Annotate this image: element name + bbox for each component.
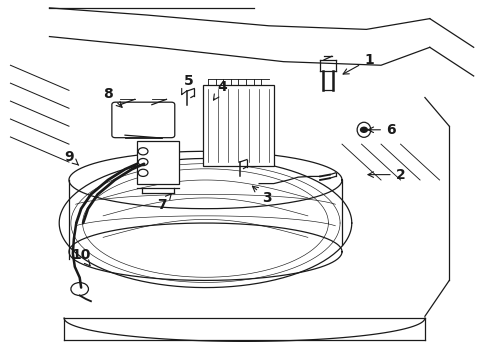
Text: 8: 8 <box>103 87 122 107</box>
Text: 5: 5 <box>182 75 193 95</box>
Text: 4: 4 <box>213 80 227 100</box>
Text: 6: 6 <box>367 123 395 137</box>
Text: 10: 10 <box>71 248 91 266</box>
Text: 9: 9 <box>64 150 79 165</box>
Circle shape <box>360 127 366 132</box>
Text: 2: 2 <box>367 168 405 182</box>
Bar <box>203 85 273 166</box>
Text: 3: 3 <box>252 186 271 205</box>
Bar <box>137 140 178 184</box>
Text: 1: 1 <box>343 53 373 74</box>
Text: 7: 7 <box>157 194 171 212</box>
FancyBboxPatch shape <box>112 102 174 138</box>
